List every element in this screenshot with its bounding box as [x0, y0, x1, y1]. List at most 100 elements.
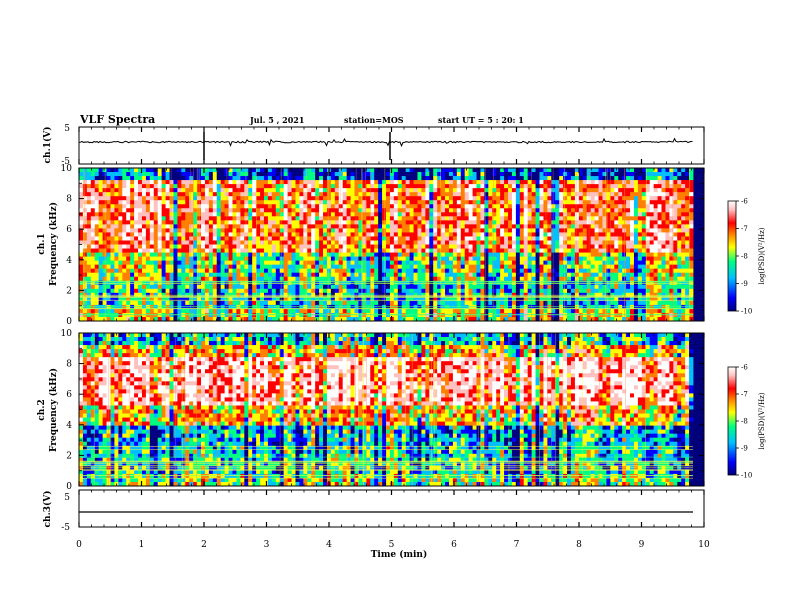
spectrogram-cell — [397, 208, 403, 213]
spectrogram-cell — [389, 176, 395, 181]
spectrogram-cell — [567, 196, 572, 201]
spectrogram-cell — [102, 296, 107, 302]
spectrogram-cell — [240, 316, 245, 322]
spectrogram-cell — [181, 252, 186, 257]
spectrogram-cell — [519, 204, 525, 209]
spectrogram-cell — [299, 228, 304, 233]
spectrogram-cell — [79, 224, 84, 229]
spectrogram-cell — [201, 296, 206, 302]
spectrogram-cell — [232, 284, 237, 290]
spectrogram-cell — [476, 224, 481, 229]
spectrogram-cell — [523, 168, 529, 173]
spectrogram-cell — [504, 296, 509, 302]
spectrogram-cell — [338, 284, 344, 290]
spectrogram-cell — [126, 236, 131, 241]
spectrogram-cell — [468, 304, 473, 310]
spectrogram-cell — [145, 200, 151, 205]
spectrogram-cell — [240, 180, 245, 185]
spectrogram-cell — [464, 272, 470, 278]
spectrogram-cell — [508, 276, 513, 282]
spectrogram-cell — [417, 308, 422, 314]
spectrogram-cell — [291, 180, 296, 185]
spectrogram-cell — [118, 308, 123, 314]
spectrogram-cell — [421, 196, 426, 201]
spectrogram-cell — [323, 268, 328, 274]
spectrogram-cell — [464, 208, 470, 213]
spectrogram-cell — [555, 248, 560, 253]
spectrogram-cell — [389, 232, 395, 237]
spectrogram-cell — [134, 296, 139, 302]
spectrogram-cell — [181, 248, 186, 253]
spectrogram-cell — [291, 260, 296, 266]
spectrogram-cell — [433, 248, 438, 253]
spectrogram-cell — [484, 316, 489, 322]
spectrogram-cell — [405, 288, 411, 294]
spectrogram-cell — [547, 300, 552, 306]
spectrogram-cell — [118, 176, 123, 181]
spectrogram-cell — [130, 224, 135, 229]
spectrogram-cell — [165, 196, 170, 201]
spectrogram-cell — [547, 204, 552, 209]
spectrogram-cell — [145, 288, 151, 294]
spectrogram-cell — [181, 188, 186, 193]
spectrogram-cell — [220, 300, 226, 306]
spectrogram-cell — [138, 172, 143, 177]
spectrogram-cell — [114, 236, 119, 241]
spectrogram-cell — [244, 208, 249, 213]
spectrogram-cell — [263, 236, 269, 241]
spectrogram-cell — [212, 232, 218, 237]
spectrogram-cell — [141, 220, 147, 225]
spectrogram-cell — [106, 256, 111, 262]
spectrogram-cell — [181, 260, 186, 266]
spectrogram-cell — [567, 240, 572, 245]
spectrogram-cell — [496, 176, 501, 181]
spectrogram-cell — [460, 220, 466, 225]
spectrogram-cell — [102, 316, 107, 322]
spectrogram-cell — [216, 188, 222, 193]
spectrogram-cell — [122, 244, 127, 249]
spectrogram-cell — [527, 196, 533, 201]
spectrogram-cell — [79, 296, 84, 302]
spectrogram-cell — [484, 188, 489, 193]
spectrogram-cell — [448, 212, 454, 217]
spectrogram-cell — [126, 204, 131, 209]
spectrogram-cell — [212, 252, 218, 257]
spectrogram-cell — [114, 180, 119, 185]
spectrogram-cell — [445, 220, 450, 225]
spectrogram-cell — [311, 212, 316, 217]
spectrogram-cell — [559, 264, 564, 270]
spectrogram-cell — [496, 260, 501, 266]
spectrogram-cell — [456, 196, 462, 201]
spectrogram-cell — [563, 224, 568, 229]
spectrogram-cell — [323, 168, 328, 173]
spectrogram-cell — [189, 208, 194, 213]
spectrogram-cell — [358, 284, 363, 290]
spectrogram-cell — [79, 208, 84, 213]
spectrogram-cell — [523, 232, 529, 237]
spectrogram-cell — [409, 184, 414, 189]
spectrogram-cell — [417, 224, 422, 229]
spectrogram-cell — [484, 176, 489, 181]
spectrogram-cell — [138, 244, 143, 249]
spectrogram-cell — [157, 268, 163, 274]
spectrogram-cell — [559, 308, 564, 314]
spectrogram-cell — [193, 196, 198, 201]
spectrogram-cell — [244, 188, 249, 193]
spectrogram-cell — [567, 272, 572, 278]
spectrogram-cell — [102, 268, 107, 274]
spectrogram-cell — [232, 176, 237, 181]
spectrogram-cell — [291, 284, 296, 290]
spectrogram-cell — [177, 172, 182, 177]
spectrogram-cell — [350, 172, 355, 177]
spectrogram-cell — [527, 180, 533, 185]
spectrogram-cell — [405, 244, 411, 249]
spectrogram-cell — [476, 236, 481, 241]
spectrogram-cell — [484, 232, 489, 237]
spectrogram-cell — [334, 220, 340, 225]
spectrogram-cell — [330, 232, 336, 237]
spectrogram-cell — [382, 264, 387, 270]
spectrogram-cell — [279, 316, 285, 322]
spectrogram-cell — [201, 176, 206, 181]
spectrogram-cell — [157, 180, 163, 185]
spectrogram-cell — [378, 316, 383, 322]
